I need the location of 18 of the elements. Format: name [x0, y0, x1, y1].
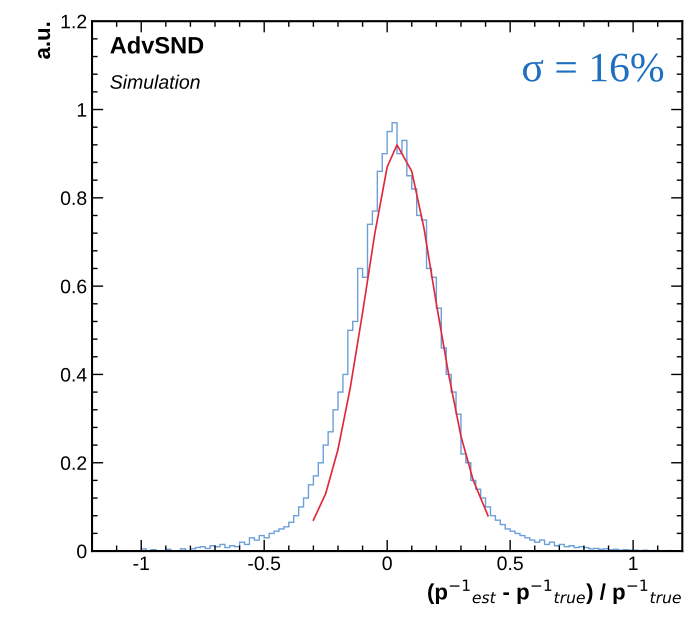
y-axis-title: a.u.	[38, 22, 50, 59]
y-tick-label: 0.4	[60, 368, 87, 382]
annotation: σ = 16%	[523, 54, 664, 82]
line-series	[312, 144, 489, 521]
annotation: AdvSND	[110, 36, 204, 54]
x-tick-label: -0.5	[248, 556, 280, 570]
y-tick-label: 1	[78, 103, 86, 117]
y-tick-label: 1.2	[62, 14, 86, 28]
y-tick-label: 0.2	[60, 456, 86, 470]
x-tick-label: 0.5	[497, 556, 523, 570]
y-tick-label: 0.8	[60, 191, 86, 206]
annotation: Simulation	[110, 74, 200, 89]
x-tick-label: 1	[629, 556, 638, 570]
x-tick-label: -1	[133, 556, 149, 570]
x-tick-label: 0	[382, 556, 392, 570]
y-tick-label: 0.6	[60, 280, 86, 294]
text: (p$^{−1}$$_{est}$ - p$^{−1}$$_{true}$) / p$^{−1}$$_{true}$	[428, 580, 681, 604]
y-tick-label: 0	[77, 544, 86, 558]
